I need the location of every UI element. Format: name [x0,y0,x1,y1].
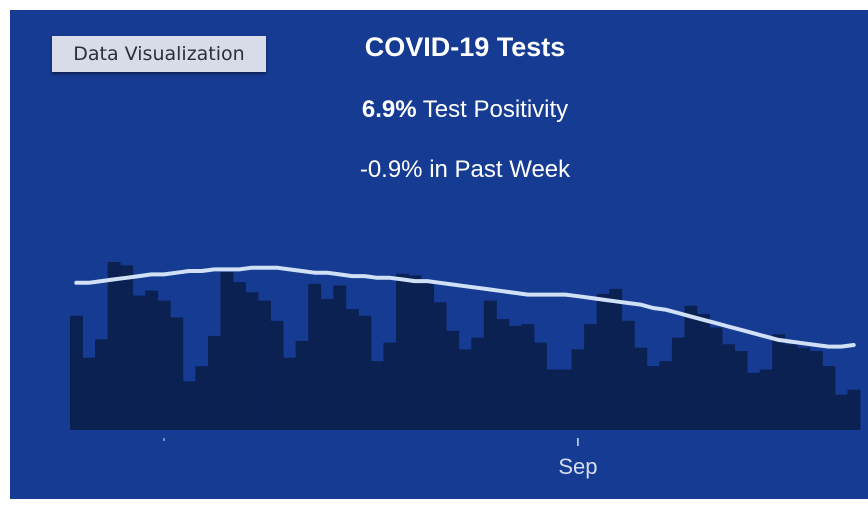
bar [258,300,272,430]
bar [609,288,623,430]
positivity-label: Test Positivity [416,96,569,123]
bar [834,394,848,430]
bar [396,273,409,430]
bar [433,302,447,430]
bar [446,330,460,430]
trend-line [74,265,856,349]
bar [82,357,96,430]
x-axis-ticks: Sep [163,438,597,479]
bar [584,324,598,430]
bar [671,337,685,430]
bar [182,381,196,430]
bar [533,342,547,430]
bar [145,290,159,430]
week-change: -0.9% in Past Week [359,156,571,183]
bar [659,361,673,430]
positivity-value: 6.9% [361,96,417,123]
bar [571,349,585,430]
bar [684,305,698,430]
bar [120,265,134,430]
bar [132,295,146,430]
bar [483,300,497,430]
bar [772,334,786,430]
bar-group [70,262,861,430]
bar [245,292,259,430]
bar [358,315,372,430]
bar [383,342,397,430]
bar [496,319,510,430]
bar [345,309,359,430]
bar [734,351,748,430]
x-tick-label: Sep [558,454,597,479]
bar [270,320,284,430]
bar [370,361,384,430]
bar [646,366,660,430]
bar [295,340,309,430]
bar [696,314,710,430]
bar [421,282,435,430]
bar [822,366,836,430]
bar [195,366,209,430]
tests-chart: Sep [70,262,861,479]
bar [784,344,798,430]
test-positivity: 6.9% Test Positivity [210,94,720,126]
bar [722,344,735,430]
bar [333,285,347,430]
bar [546,369,560,430]
bar [596,293,610,430]
bar [747,372,761,430]
bar [709,327,723,430]
data-visualization-button[interactable]: Data Visualization [52,36,266,72]
bar [759,369,773,430]
bar [157,300,171,430]
bar [233,282,246,430]
chart-panel: Sep Data Visualization COVID-19 Tests 6.… [10,10,868,499]
bar [458,349,472,430]
bar [471,337,485,430]
bar [207,335,221,430]
bar [170,317,184,430]
bar [283,357,297,430]
bar [95,339,109,430]
bar [847,389,861,430]
bar [508,325,522,430]
bar [634,347,648,430]
bar [809,351,823,430]
bar [797,347,811,430]
chart-title: COVID-19 Tests [364,32,566,62]
bar [70,315,83,430]
bar [521,324,535,430]
bar [220,272,234,430]
bar [621,320,635,430]
bar [408,275,422,430]
bar [559,369,572,430]
bar [107,262,121,430]
bar [308,283,322,430]
bar [320,298,334,430]
